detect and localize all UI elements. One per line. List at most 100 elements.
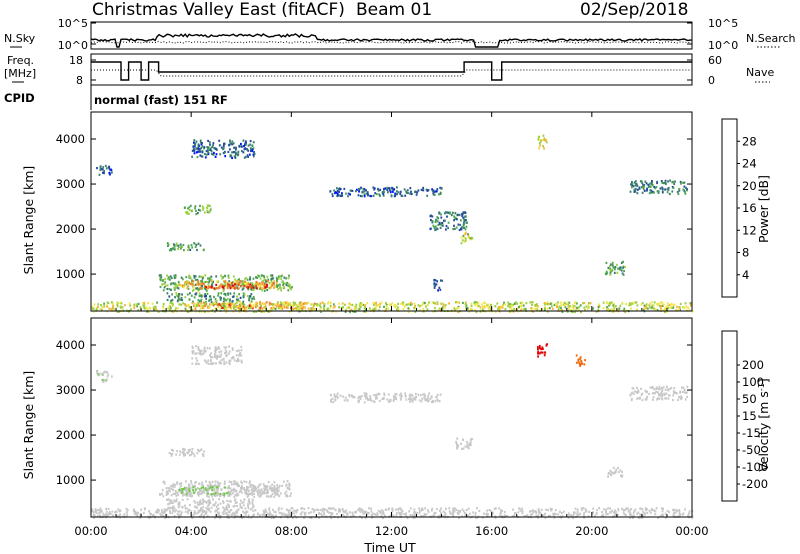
heatmap-cell: [379, 511, 382, 514]
heatmap-cell: [468, 310, 471, 313]
heatmap-cell: [196, 281, 199, 285]
heatmap-cell: [665, 397, 668, 400]
heatmap-cell: [168, 288, 171, 291]
heatmap-cell: [414, 392, 417, 395]
heatmap-cell: [397, 306, 399, 309]
heatmap-cell: [247, 155, 249, 158]
heatmap-cell: [199, 150, 202, 153]
heatmap-cell: [576, 508, 579, 511]
heatmap-cell: [237, 283, 240, 286]
heatmap-cell: [271, 284, 274, 287]
heatmap-cell: [275, 284, 278, 287]
heatmap-cell: [363, 190, 366, 193]
heatmap-cell: [423, 393, 426, 396]
heatmap-cell: [645, 307, 648, 310]
heatmap-cell: [205, 153, 208, 156]
heatmap-cell: [348, 511, 351, 514]
heatmap-cell: [295, 307, 298, 310]
heatmap-cell: [379, 302, 382, 306]
heatmap-cell: [636, 386, 638, 389]
heatmap-cell: [652, 307, 655, 310]
heatmap-cell: [243, 282, 246, 285]
x-tick-label: 00:00: [74, 524, 107, 538]
heatmap-cell: [206, 347, 209, 350]
heatmap-cell: [249, 278, 251, 281]
heatmap-cell: [447, 211, 450, 214]
heatmap-cell: [200, 502, 203, 505]
heatmap-cell: [197, 146, 200, 149]
heatmap-cell: [436, 393, 439, 396]
heatmap-cell: [307, 507, 310, 510]
heatmap-cell: [203, 359, 206, 362]
heatmap-cell: [109, 513, 112, 516]
heatmap-cell: [672, 513, 675, 516]
heatmap-cell: [94, 508, 97, 511]
heatmap-cell: [349, 311, 351, 314]
heatmap-cell: [579, 356, 582, 359]
heatmap-cell: [214, 356, 217, 359]
heatmap-cell: [448, 302, 450, 305]
heatmap-cell: [98, 509, 100, 512]
heatmap-cell: [188, 488, 190, 491]
heatmap-cell: [245, 308, 247, 311]
heatmap-cell: [268, 508, 271, 511]
heatmap-cell: [214, 298, 217, 301]
heatmap-cell: [437, 308, 440, 311]
heatmap-cell: [223, 495, 226, 498]
heatmap-cell: [540, 308, 543, 311]
heatmap-cell: [202, 498, 204, 501]
heatmap-cell: [194, 207, 196, 210]
heatmap-cell: [229, 143, 232, 146]
heatmap-cell: [671, 303, 673, 306]
heatmap-cell: [249, 508, 252, 511]
heatmap-cell: [664, 188, 666, 191]
heatmap-cell: [578, 363, 581, 366]
heatmap-cell: [162, 302, 165, 306]
heatmap-cell: [225, 346, 228, 349]
heatmap-cell: [395, 304, 398, 307]
heatmap-cell: [226, 513, 228, 516]
heatmap-cell: [377, 509, 380, 513]
heatmap-cell: [195, 209, 197, 212]
heatmap-cell: [179, 490, 181, 493]
heatmap-cell: [241, 288, 244, 291]
heatmap-cell: [194, 512, 197, 515]
heatmap-cell: [440, 216, 443, 219]
heatmap-cell: [380, 515, 383, 518]
heatmap-cell: [192, 486, 195, 489]
heatmap-cell: [104, 164, 107, 167]
heatmap-cell: [233, 306, 235, 309]
heatmap-cell: [523, 515, 526, 518]
heatmap-cell: [260, 310, 263, 313]
heatmap-cell: [221, 358, 223, 362]
heatmap-cell: [214, 483, 216, 486]
heatmap-cell: [258, 495, 261, 498]
heatmap-cell: [648, 304, 651, 307]
heatmap-cell: [241, 361, 243, 364]
heatmap-cell: [682, 181, 684, 184]
heatmap-cell: [185, 480, 187, 483]
heatmap-cell: [194, 293, 197, 296]
heatmap-cell: [383, 396, 385, 400]
heatmap-cell: [219, 502, 222, 505]
heatmap-cell: [661, 389, 664, 392]
heatmap-cell: [251, 288, 254, 291]
heatmap-cell: [345, 192, 347, 195]
heatmap-cell: [201, 294, 204, 297]
heatmap-cell: [651, 392, 654, 395]
heatmap-cell: [271, 514, 273, 517]
heatmap-cell: [423, 512, 426, 516]
heatmap-cell: [178, 294, 181, 297]
x-tick-label: 16:00: [475, 524, 508, 538]
heatmap-cell: [255, 287, 258, 290]
heatmap-cell: [201, 490, 204, 493]
heatmap-cell: [611, 261, 614, 264]
heatmap-cell: [363, 306, 366, 310]
heatmap-cell: [268, 303, 271, 306]
heatmap-cell: [175, 244, 178, 247]
heatmap-cell: [654, 187, 657, 190]
heatmap-cell: [96, 371, 99, 375]
heatmap-cell: [507, 301, 510, 304]
heatmap-cell: [399, 398, 402, 401]
heatmap-cell: [392, 514, 395, 517]
